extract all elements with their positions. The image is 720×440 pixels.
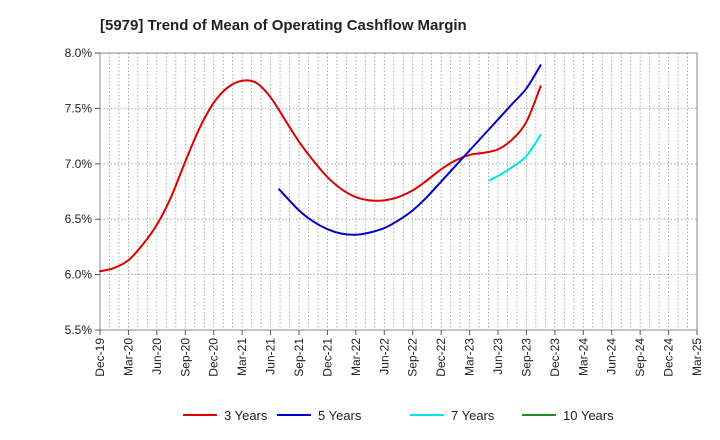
x-tick-label: Dec-20 [207,338,221,377]
legend-label: 7 Years [451,408,495,423]
x-tick-label: Mar-22 [349,338,363,376]
y-tick-label: 7.0% [65,157,93,171]
legend-label: 10 Years [563,408,614,423]
x-tick-label: Mar-20 [121,338,135,376]
y-tick-label: 5.5% [65,323,93,337]
legend: 3 Years 5 Years 7 Years 10 Years [183,408,614,423]
x-tick-label: Jun-20 [150,338,164,375]
x-tick-label: Dec-24 [662,338,676,377]
series-lines [99,64,542,273]
x-tick-label: Dec-21 [320,338,334,377]
x-tick-label: Mar-21 [235,338,249,376]
x-tick-label: Dec-22 [434,338,448,377]
y-gridlines [100,108,697,276]
x-tick-label: Mar-24 [576,338,590,376]
x-tick-label: Mar-23 [463,338,477,376]
series-line-3-years [99,79,542,273]
x-tick-label: Jun-22 [377,338,391,375]
x-gridlines [109,53,688,330]
x-tick-label: Dec-23 [548,338,562,377]
x-tick-label: Sep-21 [292,338,306,377]
y-tick-label: 8.0% [65,46,93,60]
x-tick-label: Jun-23 [491,338,505,375]
x-axis-ticks: Dec-19 Mar-20 Jun-20 Sep-20 Dec-20 Mar-21 Jun-… [93,330,704,377]
y-tick-label: 7.5% [65,101,93,115]
x-tick-label: Dec-19 [93,338,107,377]
series-line-7-years [488,133,542,182]
series-line-5-years [278,64,542,236]
x-tick-label: Mar-25 [690,338,704,376]
y-tick-label: 6.5% [65,212,93,226]
x-tick-label: Sep-20 [178,338,192,377]
y-tick-label: 6.0% [65,268,93,282]
legend-label: 5 Years [318,408,362,423]
chart-title: [5979] Trend of Mean of Operating Cashfl… [100,17,467,34]
x-tick-label: Sep-24 [633,338,647,377]
x-tick-label: Sep-22 [406,338,420,377]
x-tick-label: Jun-21 [264,338,278,375]
y-axis-ticks: 5.5% 6.0% 6.5% 7.0% 7.5% 8.0% [65,46,100,337]
x-tick-label: Sep-23 [519,338,533,377]
plot-area [99,52,698,331]
legend-label: 3 Years [224,408,268,423]
x-tick-label: Jun-24 [605,338,619,375]
